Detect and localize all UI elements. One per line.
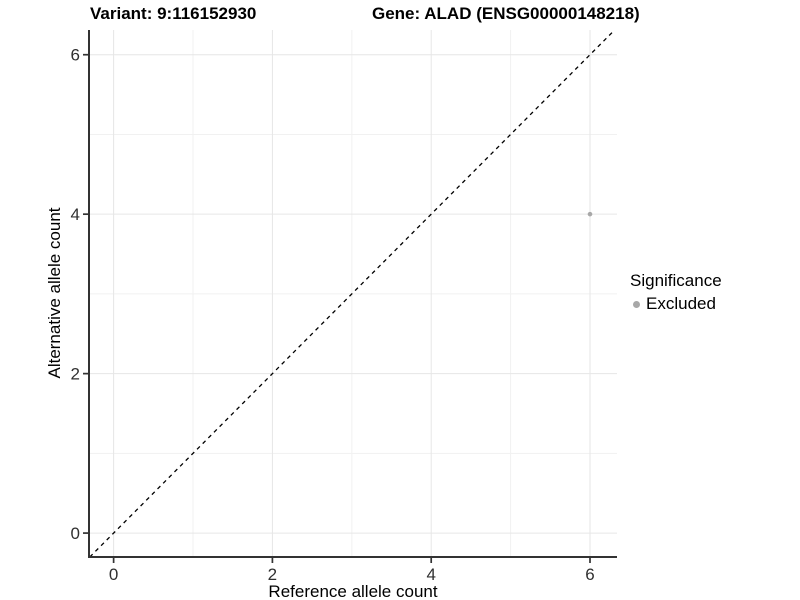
y-axis-title: Alternative allele count bbox=[45, 207, 64, 379]
chart-title-variant: Variant: 9:116152930 bbox=[90, 4, 257, 23]
x-tick-label: 4 bbox=[426, 565, 435, 584]
x-tick-label: 0 bbox=[109, 565, 118, 584]
x-axis-title: Reference allele count bbox=[268, 582, 438, 600]
identity-dashed-line bbox=[89, 29, 616, 558]
legend-title: Significance bbox=[630, 271, 722, 290]
y-tick-label: 4 bbox=[71, 205, 80, 224]
chart-title-gene: Gene: ALAD (ENSG00000148218) bbox=[372, 4, 640, 23]
y-tick-label: 0 bbox=[71, 524, 80, 543]
legend: Significance Excluded bbox=[630, 271, 722, 314]
legend-item-excluded: Excluded bbox=[630, 294, 722, 314]
data-point bbox=[587, 211, 593, 217]
x-tick-label: 2 bbox=[268, 565, 277, 584]
y-tick-label: 6 bbox=[71, 46, 80, 65]
legend-item-label: Excluded bbox=[646, 294, 716, 313]
y-tick-label: 2 bbox=[71, 365, 80, 384]
legend-point-icon bbox=[633, 300, 640, 308]
x-tick-label: 6 bbox=[585, 565, 594, 584]
